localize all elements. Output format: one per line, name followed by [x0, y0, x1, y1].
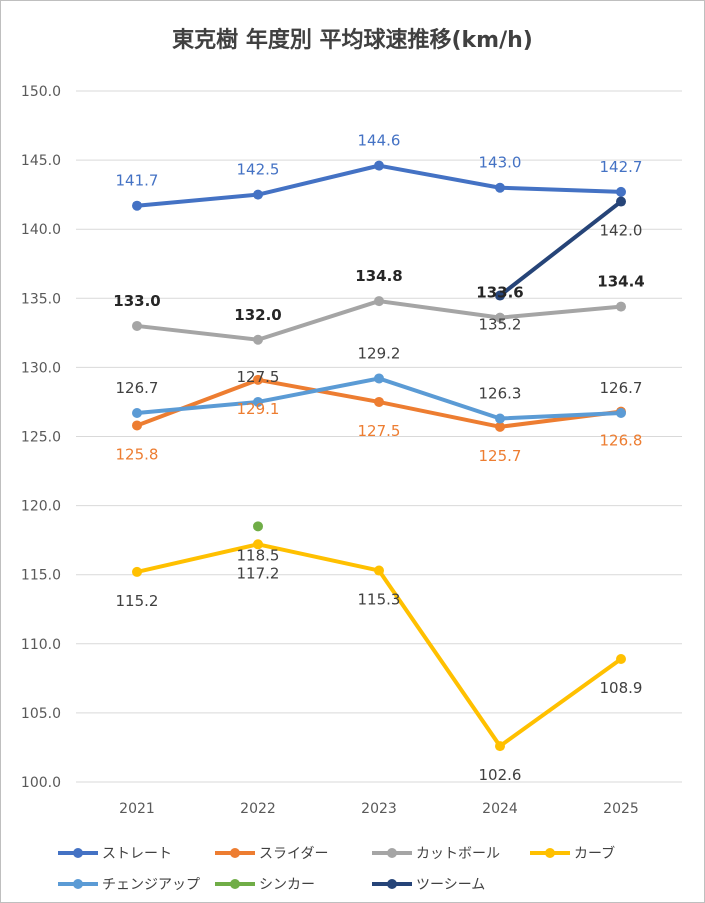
data-label: 127.5 [358, 422, 401, 440]
legend-marker-straight [58, 848, 98, 858]
data-point [495, 290, 505, 301]
data-label: 144.6 [358, 132, 401, 150]
y-tick-label: 135.0 [21, 291, 61, 307]
data-label: 133.6 [476, 284, 523, 302]
legend-label-twoseam: ツーシーム [416, 877, 486, 893]
data-point [495, 312, 505, 323]
data-point [495, 421, 505, 432]
y-tick-label: 110.0 [21, 637, 61, 653]
data-label: 125.8 [116, 445, 159, 463]
legend-item-sinker: シンカー [213, 874, 315, 894]
data-label: 126.7 [600, 379, 643, 397]
data-label: 141.7 [116, 172, 159, 190]
y-tick-label: 125.0 [21, 430, 61, 446]
data-point [253, 539, 263, 550]
y-tick-label: 100.0 [21, 775, 61, 791]
legend-label-sinker: シンカー [259, 877, 315, 893]
legend-label-slider: スライダー [259, 846, 329, 862]
data-label: 142.5 [237, 161, 280, 179]
data-label: 127.5 [237, 368, 280, 386]
data-label: 115.2 [116, 592, 159, 610]
data-point [253, 189, 263, 200]
data-point [374, 396, 384, 407]
y-tick-label: 105.0 [21, 706, 61, 722]
data-label: 115.3 [358, 591, 401, 609]
data-label: 135.2 [479, 316, 522, 334]
chart-title: 東克樹 年度別 平均球速推移(km/h) [172, 28, 533, 53]
data-point [495, 741, 505, 752]
data-point [495, 182, 505, 193]
data-label: 134.8 [355, 267, 402, 285]
data-point [132, 420, 142, 431]
data-label: 129.2 [358, 344, 401, 362]
series-line [498, 199, 623, 298]
legend-marker-changeup [58, 879, 98, 889]
legend-item-slider: スライダー [213, 843, 328, 863]
x-tick-label: 2021 [119, 801, 155, 817]
data-label: 126.7 [116, 379, 159, 397]
data-point [616, 196, 626, 207]
series-line [135, 163, 623, 208]
legend-item-changeup: チェンジアップ [56, 874, 200, 894]
y-tick-label: 130.0 [21, 360, 61, 376]
x-tick-label: 2025 [603, 801, 639, 817]
data-point [132, 566, 142, 577]
data-label: 142.0 [600, 222, 643, 240]
legend-item-cutball: カットボール [370, 843, 500, 863]
data-label: 142.7 [600, 158, 643, 176]
data-label: 133.0 [113, 292, 160, 310]
legend-item-twoseam: ツーシーム [370, 874, 485, 894]
data-label: 117.2 [237, 564, 280, 582]
x-tick-label: 2024 [482, 801, 518, 817]
data-point [616, 186, 626, 197]
data-point [495, 413, 505, 424]
data-point [253, 521, 263, 532]
legend-marker-sinker [215, 879, 255, 889]
data-point [374, 296, 384, 307]
y-tick-label: 115.0 [21, 568, 61, 584]
data-point [374, 565, 384, 576]
y-tick-label: 120.0 [21, 499, 61, 515]
data-label: 125.7 [479, 447, 522, 465]
legend-label-straight: ストレート [102, 846, 172, 862]
legend-marker-curve [530, 848, 570, 858]
data-point [132, 408, 142, 419]
legend-label-cutball: カットボール [416, 846, 500, 862]
legend-item-curve: カーブ [528, 843, 615, 863]
x-tick-label: 2022 [240, 801, 276, 817]
y-tick-label: 145.0 [21, 153, 61, 169]
y-tick-label: 140.0 [21, 222, 61, 238]
legend-label-changeup: チェンジアップ [102, 877, 200, 893]
series-line [135, 299, 623, 342]
data-label: 108.9 [600, 679, 643, 697]
data-point [616, 408, 626, 419]
legend-marker-twoseam [372, 879, 412, 889]
data-point [374, 160, 384, 171]
data-point [253, 334, 263, 345]
data-point [132, 320, 142, 331]
data-point [374, 373, 384, 384]
x-tick-label: 2023 [361, 801, 397, 817]
data-point [253, 374, 263, 385]
y-tick-label: 150.0 [21, 84, 61, 100]
data-label: 102.6 [479, 766, 522, 784]
data-label: 134.4 [597, 273, 644, 291]
data-label: 129.1 [237, 400, 280, 418]
data-point [253, 396, 263, 407]
data-label: 126.3 [479, 385, 522, 403]
legend-marker-cutball [372, 848, 412, 858]
legend-item-straight: ストレート [56, 843, 172, 863]
data-label: 126.8 [600, 432, 643, 450]
data-point [616, 301, 626, 312]
data-label: 118.5 [237, 546, 280, 564]
data-point [132, 200, 142, 211]
data-point [616, 654, 626, 665]
data-label: 143.0 [479, 154, 522, 172]
legend-label-curve: カーブ [574, 846, 616, 862]
legend-marker-slider [215, 848, 255, 858]
data-label: 132.0 [234, 306, 281, 324]
